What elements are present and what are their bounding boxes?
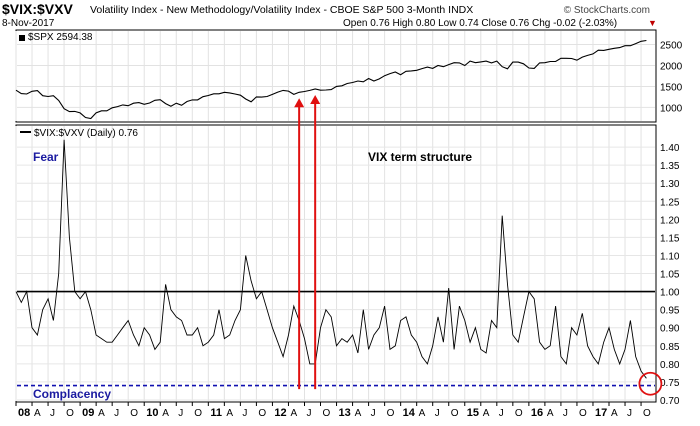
x-tick-label: 15 bbox=[467, 407, 479, 419]
ratio-tick-label: 1.15 bbox=[660, 233, 680, 244]
x-tick-label: O bbox=[258, 408, 266, 419]
price-panel-frame bbox=[15, 29, 657, 123]
x-tick-label: J bbox=[50, 408, 55, 419]
ratio-tick-label: 0.75 bbox=[660, 378, 680, 389]
ratio-tick-label: 1.05 bbox=[660, 270, 680, 281]
x-tick-label: O bbox=[323, 408, 331, 419]
ratio-tick-label: 1.30 bbox=[660, 179, 680, 190]
x-tick-label: 13 bbox=[339, 407, 351, 419]
x-tick-label: A bbox=[226, 408, 233, 419]
ratio-tick-label: 0.80 bbox=[660, 360, 680, 371]
x-tick-label: A bbox=[290, 408, 297, 419]
price-tick-label: 1500 bbox=[660, 82, 683, 93]
x-tick-label: A bbox=[355, 408, 362, 419]
quote-summary: Open 0.76 High 0.80 Low 0.74 Close 0.76 … bbox=[343, 18, 617, 29]
spx-price-line bbox=[15, 39, 647, 120]
ratio-grid bbox=[15, 126, 655, 401]
price-grid bbox=[15, 31, 655, 121]
x-tick-label: J bbox=[563, 408, 568, 419]
x-tick-label: A bbox=[611, 408, 618, 419]
x-tick-label: 08 bbox=[18, 407, 30, 419]
red-arrows bbox=[294, 94, 321, 390]
x-tick-label: O bbox=[579, 408, 587, 419]
ratio-panel-frame bbox=[15, 124, 657, 403]
price-legend: $SPX 2594.38 bbox=[28, 32, 93, 43]
x-tick-label: J bbox=[371, 408, 376, 419]
x-tick-label: 09 bbox=[82, 407, 94, 419]
symbol-title: $VIX:$VXV bbox=[2, 1, 73, 17]
x-tick-label: A bbox=[419, 408, 426, 419]
x-tick-label: 12 bbox=[274, 407, 286, 419]
ratio-tick-label: 1.00 bbox=[660, 288, 680, 299]
x-tick-label: O bbox=[515, 408, 523, 419]
annotation-title: VIX term structure bbox=[368, 150, 472, 164]
x-tick-label: 17 bbox=[595, 407, 607, 419]
red-arrow-head bbox=[310, 94, 321, 104]
price-tick-label: 1000 bbox=[660, 103, 683, 114]
x-tick-label: O bbox=[387, 408, 395, 419]
x-tick-label: O bbox=[643, 408, 651, 419]
x-tick-label: J bbox=[242, 408, 247, 419]
ratio-tick-label: 0.95 bbox=[660, 306, 680, 317]
x-tick-label: 11 bbox=[210, 407, 222, 419]
ratio-tick-label: 1.20 bbox=[660, 215, 680, 226]
red-arrow-head bbox=[294, 98, 305, 108]
complacency-circle bbox=[638, 371, 663, 396]
x-tick-label: O bbox=[130, 408, 138, 419]
ratio-tick-label: 1.10 bbox=[660, 251, 680, 262]
price-y-axis: 1000 1500 2000 2500 bbox=[660, 40, 683, 114]
x-tick-label: J bbox=[627, 408, 632, 419]
x-tick-label: A bbox=[98, 408, 105, 419]
symbol-description: Volatility Index - New Methodology/Volat… bbox=[90, 4, 473, 16]
x-tick-label: J bbox=[178, 408, 183, 419]
x-tick-label: J bbox=[435, 408, 440, 419]
ratio-tick-label: 1.40 bbox=[660, 143, 680, 154]
ratio-tick-label: 1.35 bbox=[660, 161, 680, 172]
x-tick-label: O bbox=[194, 408, 202, 419]
x-tick-label: O bbox=[451, 408, 459, 419]
x-tick-label: A bbox=[547, 408, 554, 419]
ratio-legend-swatch bbox=[20, 131, 31, 133]
ratio-tick-label: 0.70 bbox=[660, 396, 680, 407]
ratio-tick-label: 1.25 bbox=[660, 197, 680, 208]
complacency-label: Complacency bbox=[33, 387, 111, 401]
x-axis: 08 A J O 09 A J O 10 A J O 11 A J O 12 A J O 13 A J O 14 A J O 15 A J O… bbox=[15, 402, 651, 419]
price-legend-swatch bbox=[19, 35, 25, 41]
stockcharts-brand: © StockCharts.com bbox=[564, 5, 650, 16]
price-tick-label: 2000 bbox=[660, 61, 683, 72]
x-tick-label: J bbox=[114, 408, 119, 419]
down-marker-icon: ▼ bbox=[648, 18, 657, 28]
x-tick-label: A bbox=[483, 408, 490, 419]
x-tick-label: J bbox=[306, 408, 311, 419]
x-tick-label: 16 bbox=[531, 407, 543, 419]
ratio-y-axis: 0.70 0.75 0.80 0.85 0.90 0.95 1.00 1.05 1.10 1.15… bbox=[660, 143, 680, 407]
x-tick-label: 10 bbox=[146, 407, 158, 419]
fear-label: Fear bbox=[33, 150, 59, 164]
ratio-tick-label: 0.90 bbox=[660, 324, 680, 335]
vix-vxv-ratio-line bbox=[15, 139, 647, 379]
x-tick-label: J bbox=[499, 408, 504, 419]
x-tick-label: 14 bbox=[403, 407, 416, 419]
x-tick-label: O bbox=[66, 408, 74, 419]
ratio-panel: 0.70 0.75 0.80 0.85 0.90 0.95 1.00 1.05 1.10 1.15… bbox=[15, 124, 680, 407]
chart-date: 8-Nov-2017 bbox=[2, 18, 55, 29]
price-tick-label: 2500 bbox=[660, 40, 683, 51]
price-panel: 1000 1500 2000 2500 $SPX 2594.38 bbox=[15, 29, 683, 123]
ratio-legend: $VIX:$VXV (Daily) 0.76 bbox=[34, 128, 138, 139]
ratio-tick-label: 0.85 bbox=[660, 342, 680, 353]
x-tick-label: A bbox=[34, 408, 41, 419]
x-tick-label: A bbox=[162, 408, 169, 419]
